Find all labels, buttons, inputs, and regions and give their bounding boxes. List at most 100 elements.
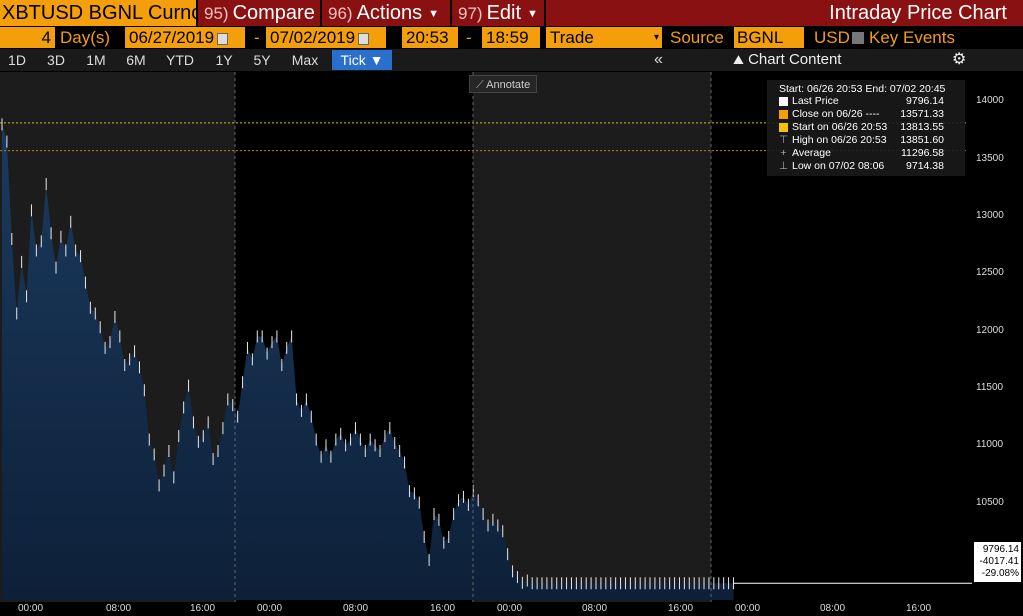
legend-value: 11296.58 xyxy=(900,147,944,159)
legend-swatch xyxy=(779,96,788,106)
x-tick-label: 08:00 xyxy=(582,603,608,614)
day-band xyxy=(473,72,711,602)
x-tick-label: 08:00 xyxy=(343,603,369,614)
x-tick-label: 16:00 xyxy=(906,603,932,614)
last-price-box: 9796.14 -4017.41 -29.08% xyxy=(974,542,1021,582)
dropdown-arrow-icon: ▾ xyxy=(653,32,659,43)
checkbox-icon[interactable] xyxy=(852,32,864,44)
compare-menu-label: Compare xyxy=(232,2,315,24)
x-tick-label: 00:00 xyxy=(735,603,761,614)
caret-down-icon: ▼ xyxy=(527,7,538,20)
last-price-change: -4017.41 xyxy=(979,556,1019,567)
currency-label[interactable]: USD xyxy=(814,28,850,47)
days-label: Day(s) xyxy=(60,28,111,47)
y-tick-label: 12500 xyxy=(976,267,1004,279)
legend-row-close[interactable]: Close on 06/26 ---- 13571.33 xyxy=(779,108,963,121)
pencil-icon: ⟋ xyxy=(476,79,484,91)
compare-menu-number: 95) xyxy=(204,4,229,23)
y-tick-label: 14000 xyxy=(976,95,1004,107)
legend-header: Start: 06/26 20:53 End: 07/02 20:45 xyxy=(779,83,946,95)
caret-down-icon: ▼ xyxy=(428,7,440,20)
legend-row-average[interactable]: + Average 11296.58 xyxy=(779,147,963,160)
legend-row-high[interactable]: ⊤ High on 06/26 20:53 13851.60 xyxy=(779,134,963,147)
actions-menu[interactable]: 96) Actions ▼ xyxy=(322,0,450,26)
tick-dropdown-button[interactable]: Tick ▼ xyxy=(332,50,392,70)
legend-label: High on 06/26 20:53 xyxy=(792,134,887,146)
edit-menu-label: Edit xyxy=(486,2,522,24)
calendar-icon[interactable] xyxy=(358,32,370,45)
average-marker-icon: + xyxy=(780,147,787,159)
range-1m-button[interactable]: 1M xyxy=(86,52,106,68)
actions-menu-number: 96) xyxy=(328,4,353,23)
source-input[interactable]: BGNL xyxy=(734,27,804,48)
date-separator: - xyxy=(254,28,260,47)
legend-label: Average xyxy=(792,147,831,159)
days-input[interactable]: 4 xyxy=(0,27,55,48)
range-1y-button[interactable]: 1Y xyxy=(215,52,233,68)
end-date-value: 07/02/2019 xyxy=(270,28,356,47)
range-max-button[interactable]: Max xyxy=(291,52,319,68)
key-events-label: Key Events xyxy=(869,28,955,47)
annotate-label: Annotate xyxy=(486,79,531,91)
legend-swatch xyxy=(779,122,788,132)
y-tick-label: 13500 xyxy=(976,152,1004,164)
start-date-value: 06/27/2019 xyxy=(129,28,215,47)
y-tick-label: 10500 xyxy=(976,496,1004,508)
legend-label: Start on 06/26 20:53 xyxy=(792,121,888,133)
legend-label: Last Price xyxy=(792,95,839,107)
legend-row-start[interactable]: Start on 06/26 20:53 13813.55 xyxy=(779,121,963,134)
actions-menu-label: Actions xyxy=(356,2,423,24)
x-tick-label: 16:00 xyxy=(430,603,456,614)
type-select[interactable]: Trade ▾ xyxy=(546,27,662,48)
y-tick-label: 11500 xyxy=(976,381,1004,393)
page-title: Intraday Price Chart xyxy=(546,0,1023,26)
y-tick-label: 13000 xyxy=(976,210,1004,222)
chart-content-button[interactable]: ⛰ Chart Content xyxy=(733,50,841,70)
legend-swatch xyxy=(779,109,788,119)
range-3d-button[interactable]: 3D xyxy=(47,52,65,68)
last-price-pct: -29.08% xyxy=(981,568,1019,579)
legend-value: 13813.55 xyxy=(900,121,944,133)
last-price-value: 9796.14 xyxy=(982,544,1019,555)
calendar-icon[interactable] xyxy=(217,32,229,45)
end-date-input[interactable]: 07/02/2019 xyxy=(266,27,386,48)
y-tick-label: 12000 xyxy=(976,324,1004,336)
chart-legend: Start: 06/26 20:53 End: 07/02 20:45 Last… xyxy=(767,80,965,176)
legend-label: Close on 06/26 ---- xyxy=(792,108,880,120)
range-5y-button[interactable]: 5Y xyxy=(253,52,271,68)
legend-row-last-price[interactable]: Last Price 9796.14 xyxy=(779,95,963,108)
range-ytd-button[interactable]: YTD xyxy=(166,52,194,68)
price-area-fill xyxy=(2,124,734,601)
legend-value: 13571.33 xyxy=(900,108,944,120)
annotate-button[interactable]: ⟋ Annotate xyxy=(469,75,537,93)
legend-value: 9796.14 xyxy=(906,95,944,107)
edit-menu[interactable]: 97) Edit ▼ xyxy=(452,0,544,26)
legend-row-low[interactable]: ⊥ Low on 07/02 08:06 9714.38 xyxy=(779,160,963,173)
legend-value: 13851.60 xyxy=(900,134,944,146)
x-tick-label: 08:00 xyxy=(820,603,846,614)
gear-icon[interactable]: ⚙ xyxy=(952,51,967,68)
high-marker-icon: ⊤ xyxy=(779,134,789,146)
range-1d-button[interactable]: 1D xyxy=(8,52,26,68)
collapse-icon[interactable]: « xyxy=(654,51,663,68)
low-marker-icon: ⊥ xyxy=(779,160,789,172)
ticker-field[interactable]: XBTUSD BGNL Curnc xyxy=(0,0,196,26)
title-bar: XBTUSD BGNL Curnc 95) Compare 96) Actions ▼… xyxy=(0,0,1023,26)
chart-content-label: Chart Content xyxy=(748,51,842,68)
time-separator: - xyxy=(466,28,472,47)
x-tick-label: 00:00 xyxy=(18,603,44,614)
start-date-input[interactable]: 06/27/2019 xyxy=(125,27,245,48)
y-tick-label: 11000 xyxy=(976,439,1004,451)
edit-menu-number: 97) xyxy=(458,4,483,23)
x-tick-label: 00:00 xyxy=(257,603,283,614)
end-time-input[interactable]: 18:59 xyxy=(482,27,540,48)
start-time-input[interactable]: 20:53 xyxy=(402,27,458,48)
legend-label: Low on 07/02 08:06 xyxy=(792,160,885,172)
date-controls: 4 Day(s) 06/27/2019 - 07/02/2019 20:53 -… xyxy=(0,26,1023,49)
key-events-toggle[interactable]: Key Events xyxy=(852,27,955,48)
legend-value: 9714.38 xyxy=(906,160,944,172)
x-tick-label: 00:00 xyxy=(497,603,523,614)
compare-menu[interactable]: 95) Compare xyxy=(198,0,320,26)
chart-icon: ⛰ xyxy=(733,52,744,67)
range-6m-button[interactable]: 6M xyxy=(126,52,146,68)
